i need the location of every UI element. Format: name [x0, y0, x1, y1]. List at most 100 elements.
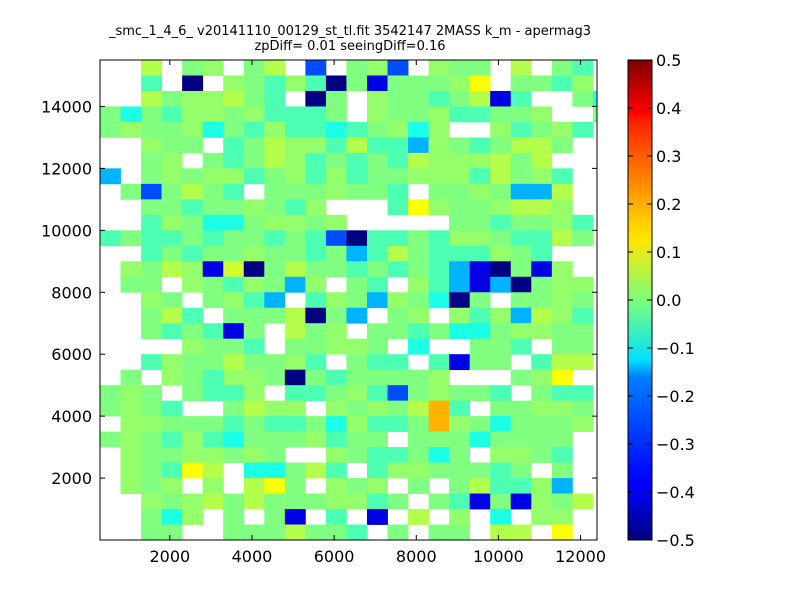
heatmap-cell — [141, 307, 163, 324]
heatmap-cell — [346, 261, 368, 278]
heatmap-cell — [305, 307, 327, 324]
heatmap-cell — [387, 354, 409, 371]
heatmap-cell — [449, 230, 471, 247]
colorbar-tick-label: 0.2 — [656, 195, 681, 214]
heatmap-cell — [243, 261, 265, 278]
heatmap-cell — [490, 354, 512, 371]
colorbar-tick-label: 0.0 — [656, 291, 681, 310]
heatmap-cell — [223, 214, 245, 231]
heatmap-cell — [366, 338, 388, 355]
heatmap-cell — [305, 338, 327, 355]
heatmap-cell — [490, 121, 512, 138]
heatmap-cell — [346, 168, 368, 185]
heatmap-cell — [510, 447, 532, 463]
heatmap-cell — [243, 106, 265, 123]
heatmap-cell — [182, 199, 204, 216]
heatmap-cell — [325, 183, 347, 200]
heatmap-cell — [264, 400, 286, 417]
heatmap-cell — [551, 168, 573, 185]
heatmap-cell — [264, 230, 286, 247]
heatmap-cell — [284, 369, 306, 386]
heatmap-cell — [141, 478, 163, 494]
heatmap-cell — [243, 214, 265, 231]
heatmap-cell — [223, 524, 245, 541]
heatmap-cell — [387, 323, 409, 340]
heatmap-cell — [182, 214, 204, 231]
heatmap-cell — [366, 400, 388, 417]
heatmap-cell — [284, 261, 306, 278]
heatmap-cell — [243, 400, 265, 417]
heatmap-cell — [510, 60, 532, 76]
heatmap-cell — [510, 276, 532, 293]
heatmap-cell — [223, 369, 245, 386]
heatmap-cell — [161, 509, 183, 525]
heatmap-cell — [284, 168, 306, 185]
heatmap-cell — [510, 152, 532, 169]
heatmap-cell — [141, 106, 163, 123]
heatmap-cell — [469, 338, 491, 355]
heatmap-cell — [305, 431, 327, 448]
heatmap-cell — [305, 292, 327, 309]
heatmap-cell — [387, 493, 409, 510]
heatmap-cell — [449, 292, 471, 309]
heatmap-cell — [161, 183, 183, 200]
heatmap-cell — [408, 307, 429, 324]
heatmap-cell — [223, 354, 245, 371]
heatmap-cell — [551, 323, 573, 340]
heatmap-cell — [572, 307, 594, 324]
heatmap-cell — [490, 152, 512, 169]
heatmap-cell — [223, 416, 245, 433]
heatmap-cell — [469, 292, 491, 309]
heatmap-cell — [346, 152, 368, 169]
heatmap-cell — [428, 354, 450, 371]
heatmap-cell — [572, 354, 594, 371]
heatmap-cell — [387, 447, 409, 463]
heatmap-cell — [325, 261, 347, 278]
heatmap-cell — [305, 137, 327, 154]
heatmap-cell — [223, 276, 245, 293]
heatmap-cell — [387, 416, 409, 433]
heatmap-cell — [551, 400, 573, 417]
heatmap-cell — [531, 369, 553, 386]
heatmap-cell — [161, 168, 183, 185]
heatmap-cell — [387, 230, 409, 247]
heatmap-cell — [408, 292, 429, 309]
heatmap-cell — [469, 276, 491, 293]
heatmap-cell — [346, 354, 368, 371]
heatmap-cell — [264, 447, 286, 463]
heatmap-cell — [387, 90, 409, 107]
heatmap-cell — [141, 354, 163, 371]
heatmap-cell — [387, 106, 409, 123]
heatmap-cell — [531, 323, 553, 340]
heatmap-cell — [366, 276, 388, 293]
x-axis: 2000 4000 6000 8000 10000 12000 — [149, 60, 606, 566]
heatmap-cell — [531, 245, 553, 262]
heatmap-cell — [366, 137, 388, 154]
heatmap-cell — [120, 183, 142, 200]
heatmap-cell — [120, 400, 142, 417]
heatmap-cell — [551, 447, 573, 463]
heatmap-cell — [305, 369, 327, 386]
heatmap-cell — [449, 152, 471, 169]
heatmap-cell — [223, 90, 245, 107]
heatmap-cell — [346, 183, 368, 200]
heatmap-cell — [387, 183, 409, 200]
heatmap-cell — [325, 478, 347, 494]
heatmap-cell — [284, 199, 306, 216]
heatmap-cell — [243, 90, 265, 107]
heatmap-cell — [264, 524, 286, 541]
heatmap-cell — [182, 168, 204, 185]
heatmap-cell — [408, 509, 429, 525]
heatmap-cell — [551, 183, 573, 200]
heatmap-cell — [141, 60, 163, 76]
heatmap-cell — [284, 478, 306, 494]
heatmap-cell — [551, 199, 573, 216]
heatmap-cell — [325, 152, 347, 169]
heatmap-cell — [449, 137, 471, 154]
heatmap-cell — [408, 338, 429, 355]
heatmap-cell — [325, 369, 347, 386]
heatmap-cell — [223, 292, 245, 309]
heatmap-cell — [490, 307, 512, 324]
heatmap-cell — [182, 493, 204, 510]
heatmap-cell — [161, 400, 183, 417]
